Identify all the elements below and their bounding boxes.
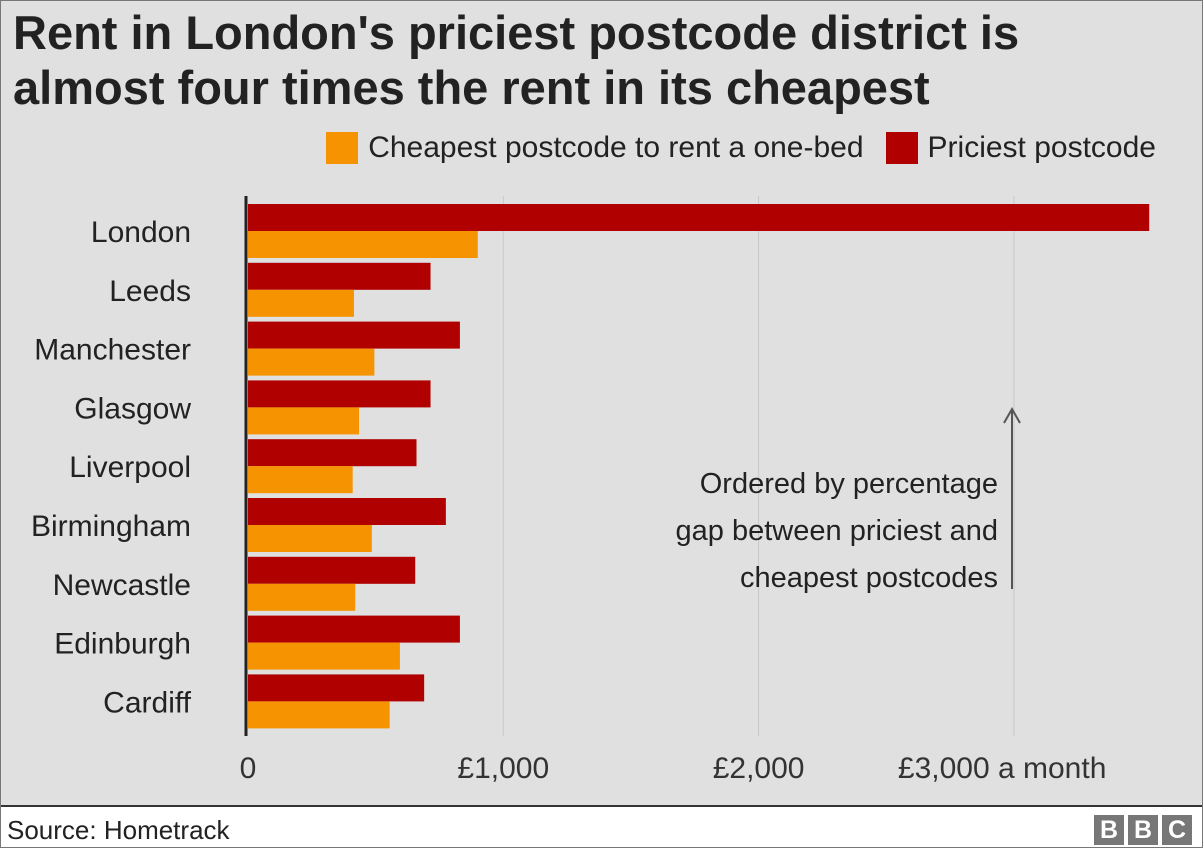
category-label: Glasgow [74,392,191,425]
bar-chart: 0 £1,000 £2,000 £3,000 a month London Leeds Ma… [31,196,1150,785]
bar-cheapest [248,642,400,670]
x-tick-label: 0 [240,752,257,785]
legend-label-cheapest: Cheapest postcode to rent a one-bed [368,131,864,164]
bbc-logo-letter: B [1128,815,1158,845]
legend: Cheapest postcode to rent a one-bed Pric… [304,131,1156,165]
legend-swatch-cheapest [326,132,359,164]
footer: Source: Hometrack B B C [1,805,1202,847]
annotation-text: cheapest postcodes [740,562,998,594]
category-label: Leeds [109,275,191,308]
bar-cheapest [248,231,478,258]
annotation-text: gap between priciest and [676,515,998,547]
annotation-text: Ordered by percentage [700,468,998,500]
bbc-logo: B B C [1094,815,1192,845]
category-label: Cardiff [103,686,191,719]
category-label: Liverpool [69,451,191,484]
chart-title: Rent in London's priciest postcode distr… [13,6,1020,114]
bar-priciest [248,439,417,467]
bar-cheapest [248,348,375,376]
x-tick-label: £1,000 [457,752,549,785]
legend-item-priciest: Priciest postcode [885,131,1156,165]
bar-cheapest [248,289,354,317]
bar-priciest [248,321,460,349]
bar-priciest [248,380,431,408]
bar-priciest [248,498,446,525]
legend-label-priciest: Priciest postcode [927,131,1156,164]
legend-item-cheapest: Cheapest postcode to rent a one-bed [326,131,864,165]
bar-cheapest [248,583,356,611]
category-label: London [91,216,191,249]
bar-priciest [248,615,460,643]
bar-priciest [248,674,425,702]
legend-swatch-priciest [885,132,918,164]
category-label: Manchester [34,334,191,367]
bbc-logo-letter: B [1094,815,1124,845]
x-tick-label: £2,000 [713,752,805,785]
bar-priciest [248,204,1150,231]
bbc-logo-letter: C [1162,815,1192,845]
bar-priciest [248,262,431,290]
bar-cheapest [248,407,360,435]
source-text: Source: Hometrack [7,815,230,845]
bar-cheapest [248,701,390,729]
bar-priciest [248,556,416,584]
bar-cheapest [248,525,372,552]
x-tick-label: £3,000 a month [898,752,1107,785]
arrow-head-icon [1003,406,1021,424]
category-label: Birmingham [31,510,191,543]
category-label: Edinburgh [54,628,191,661]
bar-cheapest [248,466,353,494]
category-label: Newcastle [53,569,191,602]
